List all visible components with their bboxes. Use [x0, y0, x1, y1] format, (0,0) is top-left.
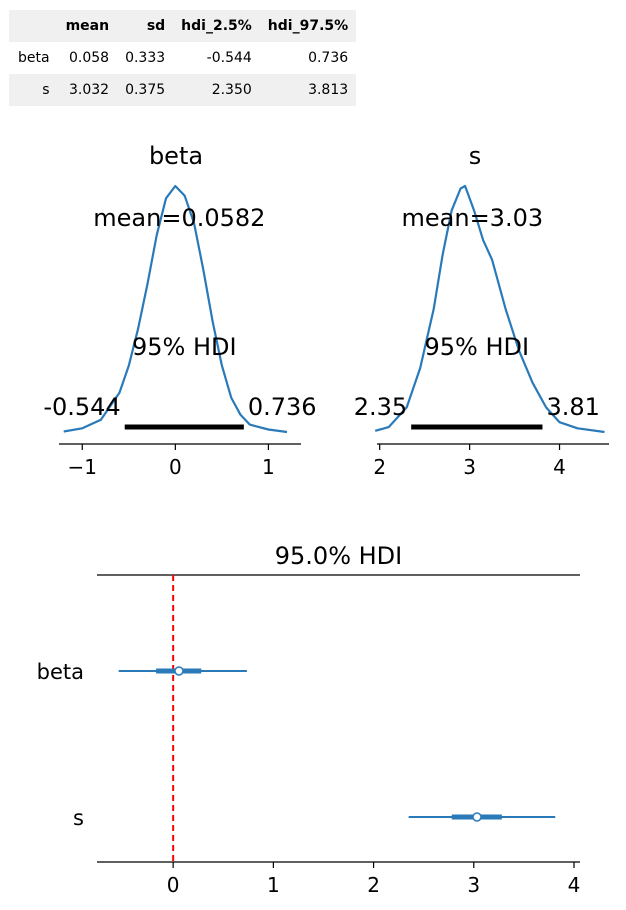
- forest-title: 95.0% HDI: [275, 542, 402, 570]
- hdi-label: 95% HDI: [425, 333, 530, 361]
- density-curve: [374, 184, 605, 434]
- mean-label: mean=3.03: [402, 204, 544, 232]
- hdi-label: 95% HDI: [132, 333, 237, 361]
- row-label: beta: [37, 660, 84, 684]
- hdi-high-label: 3.81: [546, 393, 599, 421]
- table-cell-sd: 0.375: [125, 82, 166, 98]
- table-cell-sd: 0.333: [125, 50, 166, 66]
- x-tick-label: 3: [467, 873, 480, 897]
- row-label: beta: [18, 50, 50, 66]
- x-tick-label: 2: [367, 873, 380, 897]
- x-tick-label: 1: [267, 873, 280, 897]
- x-tick-label: 4: [553, 455, 566, 479]
- column-header: mean: [65, 18, 110, 34]
- column-header: sd: [146, 18, 166, 34]
- chart-title: beta: [149, 142, 203, 170]
- table-cell-mean: 0.058: [68, 50, 110, 66]
- x-tick-label: 4: [568, 873, 581, 897]
- chart-title: s: [469, 142, 482, 170]
- table-cell-hdi-low: -0.544: [206, 50, 252, 66]
- hdi-low-label: 2.35: [354, 393, 407, 421]
- x-tick-label: 0: [169, 455, 182, 479]
- summary-table: mean sd hdi_2.5% hdi_97.5% beta 0.058 0.…: [9, 10, 357, 106]
- row-label: s: [42, 82, 50, 98]
- density-curve: [63, 184, 288, 434]
- x-tick-label: −1: [68, 455, 97, 479]
- hdi-high-label: 0.736: [248, 393, 317, 421]
- table-cell-hdi-high: 0.736: [308, 50, 349, 66]
- x-tick-label: 1: [262, 455, 275, 479]
- table-row: beta 0.058 0.333 -0.544 0.736: [9, 42, 356, 74]
- mean-point: [174, 666, 184, 676]
- x-tick-label: 2: [373, 455, 386, 479]
- table-cell-mean: 3.032: [68, 82, 110, 98]
- hdi-low-label: -0.544: [43, 393, 120, 421]
- mean-label: mean=0.0582: [93, 204, 265, 232]
- x-tick-label: 3: [463, 455, 476, 479]
- table-cell-hdi-low: 2.350: [211, 82, 252, 98]
- mean-point: [472, 812, 482, 822]
- table-row: s 3.032 0.375 2.350 3.813: [9, 74, 357, 106]
- row-label: s: [73, 806, 84, 830]
- column-header: hdi_97.5%: [267, 18, 349, 34]
- x-tick-label: 0: [167, 873, 180, 897]
- table-header-row: mean sd hdi_2.5% hdi_97.5%: [9, 10, 357, 42]
- table-cell-hdi-high: 3.813: [308, 82, 349, 98]
- column-header: hdi_2.5%: [181, 18, 252, 34]
